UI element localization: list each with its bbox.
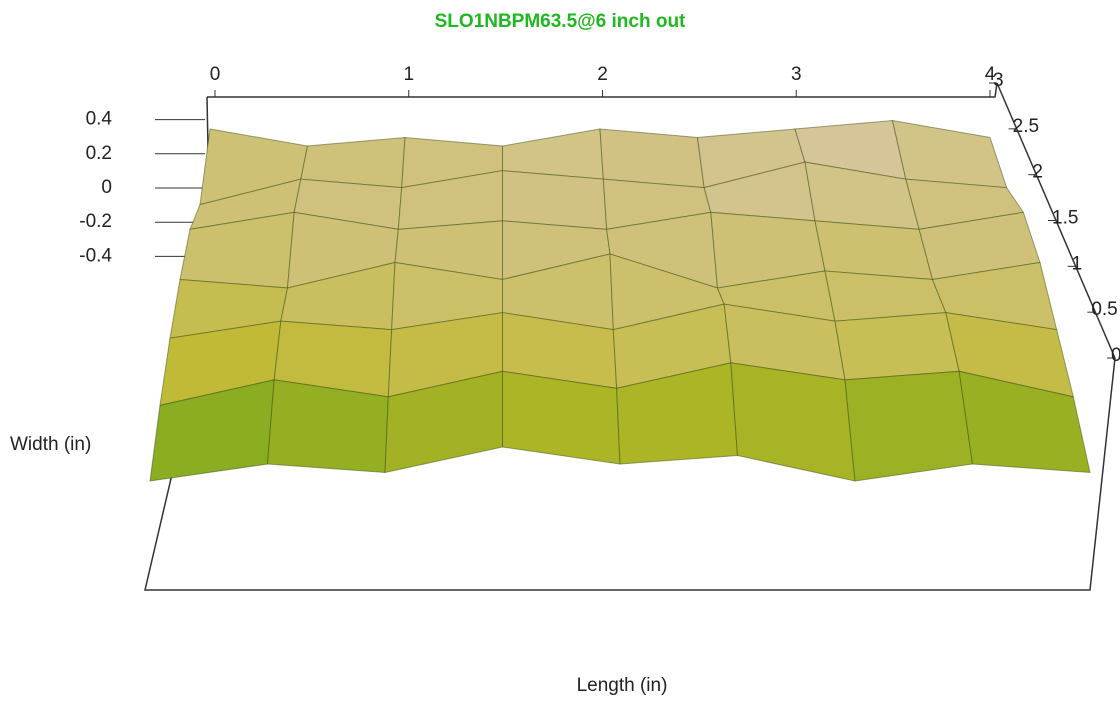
- x-tick-label: 0: [210, 64, 221, 85]
- y-tick-label: 2: [1032, 162, 1043, 183]
- z-tick-label: 0.4: [86, 109, 113, 130]
- surface-cell: [891, 119, 1008, 189]
- y-tick-label: 0.5: [1091, 299, 1117, 320]
- surface-cell: [502, 170, 608, 230]
- y-tick-label: 2.5: [1013, 116, 1039, 137]
- y-tick-label: 1.5: [1052, 208, 1078, 229]
- x-tick-label: 4: [985, 64, 996, 85]
- x-tick-label: 2: [597, 64, 608, 85]
- x-tick-label: 3: [791, 64, 802, 85]
- y-tick-label: 0: [1111, 345, 1120, 366]
- surface-cell: [599, 128, 705, 189]
- z-tick-label: -0.2: [79, 211, 112, 232]
- chart-title: SLO1NBPM63.5@6 inch out: [435, 11, 686, 32]
- y-tick-label: 3: [993, 70, 1004, 91]
- surface-cell: [266, 379, 389, 474]
- x-tick-label: 1: [403, 64, 414, 85]
- z-tick-label: 0.2: [86, 143, 112, 164]
- y-tick-label: 1: [1072, 253, 1083, 274]
- x-axis-label: Length (in): [577, 675, 668, 696]
- surface-cell: [844, 370, 974, 482]
- surface-cell: [834, 312, 960, 381]
- z-tick-label: -0.4: [79, 245, 112, 266]
- surface-cell: [730, 362, 856, 482]
- surface-cell: [958, 370, 1091, 474]
- surface-cell: [814, 220, 934, 281]
- y-axis-label: Width (in): [10, 434, 91, 455]
- z-tick-label: 0: [101, 177, 112, 198]
